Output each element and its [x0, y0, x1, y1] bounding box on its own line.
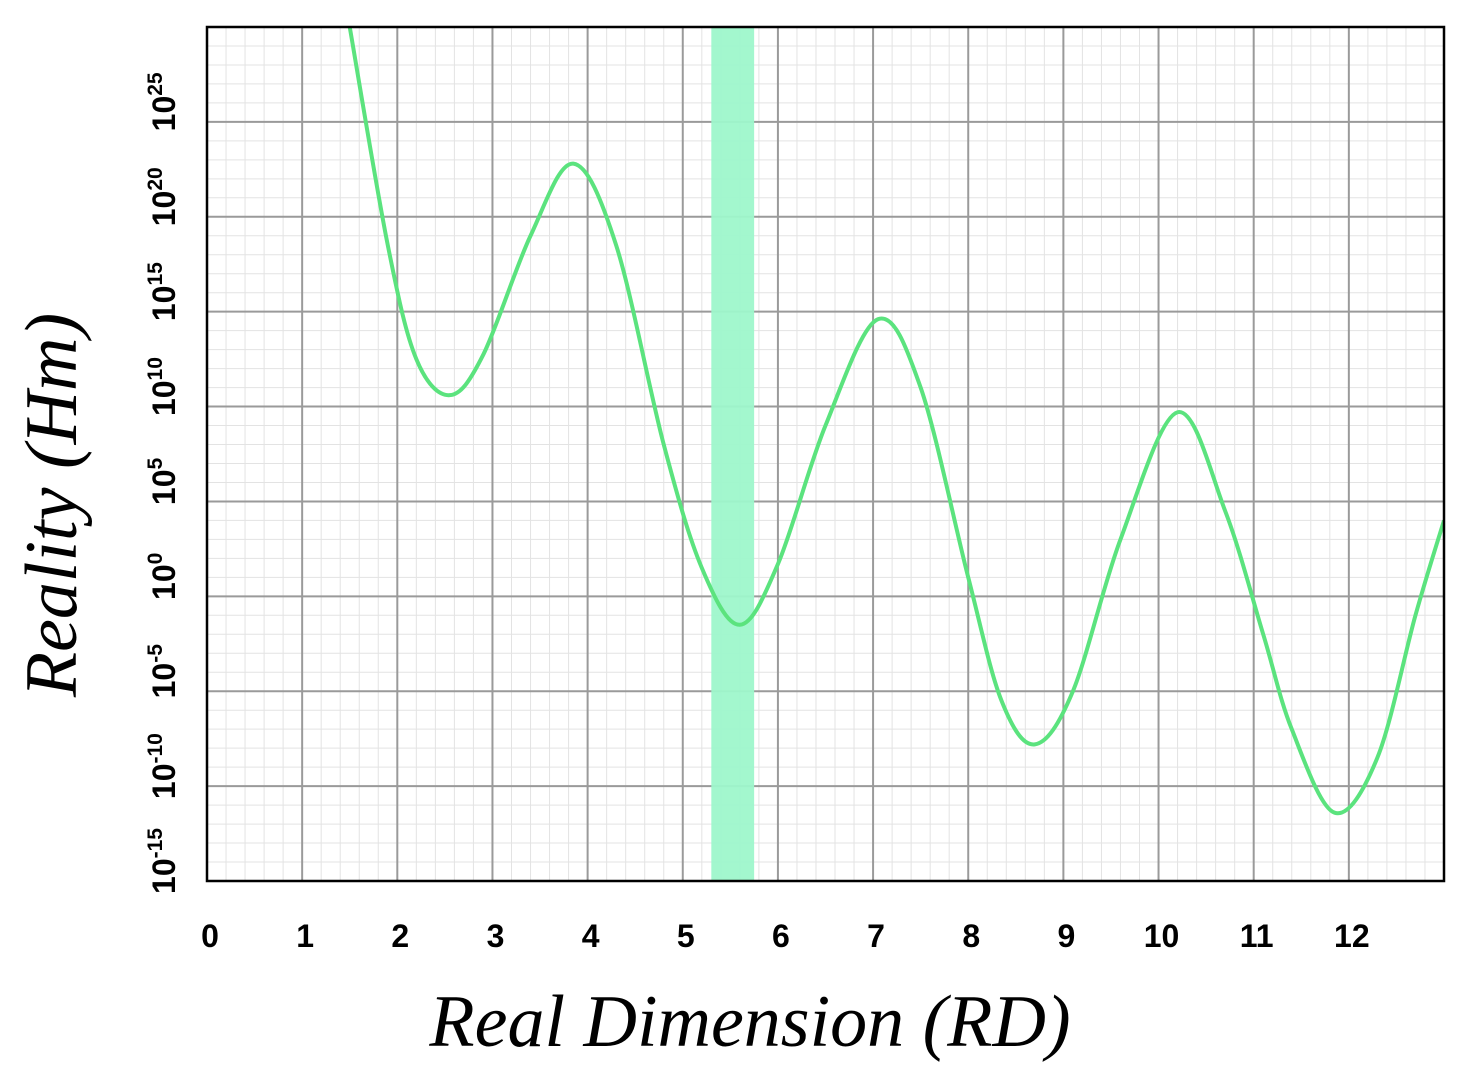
series-line-0 [347, 27, 1444, 816]
svg-text:1010: 1010 [144, 357, 182, 416]
y-axis-title: Reality (Hm) [11, 313, 93, 698]
x-tick-label: 10 [1144, 918, 1180, 954]
svg-text:10-10: 10-10 [144, 733, 182, 799]
svg-text:1015: 1015 [144, 262, 182, 321]
x-tick-label: 12 [1334, 918, 1370, 954]
y-tick-label: 1010 [144, 357, 182, 416]
x-tick-label: 11 [1240, 918, 1274, 954]
y-tick-label: 100 [144, 553, 182, 600]
highlight-band [711, 27, 755, 881]
highlight-band-layer [711, 27, 755, 881]
svg-text:105: 105 [144, 457, 182, 505]
y-tick-label: 1020 [144, 167, 182, 226]
y-tick-label: 10-5 [144, 644, 182, 699]
major-grid [206, 26, 1445, 882]
x-tick-label: 6 [772, 918, 790, 954]
x-tick-label: 9 [1057, 918, 1075, 954]
x-tick-label: 2 [391, 918, 409, 954]
x-tick-label: 5 [677, 918, 695, 954]
x-tick-label: 1 [296, 918, 314, 954]
y-tick-label: 1015 [144, 262, 182, 321]
minor-grid [206, 26, 1445, 882]
x-tick-labels: 0 1 2 3 4 5 6 7 8 9 10 11 12 [201, 918, 1370, 954]
y-tick-label: 105 [144, 457, 182, 505]
y-tick-labels: 10-15 10-10 10-5 100 105 1010 1015 1020 1025 [144, 72, 182, 894]
svg-text:100: 100 [144, 553, 182, 600]
series-layer [347, 27, 1444, 816]
y-tick-label: 10-15 [144, 828, 182, 894]
x-axis-title: Real Dimension (RD) [428, 981, 1070, 1063]
svg-text:1020: 1020 [144, 167, 182, 226]
plot-frame [205, 25, 1446, 883]
x-tick-label: 8 [962, 918, 980, 954]
y-tick-label: 10-10 [144, 733, 182, 799]
y-tick-label: 1025 [144, 72, 182, 131]
x-tick-label: 0 [201, 918, 219, 954]
x-tick-label: 7 [867, 918, 885, 954]
svg-text:10-5: 10-5 [144, 644, 182, 699]
svg-text:1025: 1025 [144, 72, 182, 131]
svg-text:10-15: 10-15 [144, 828, 182, 894]
x-tick-label: 3 [487, 918, 505, 954]
x-tick-label: 4 [582, 918, 600, 954]
